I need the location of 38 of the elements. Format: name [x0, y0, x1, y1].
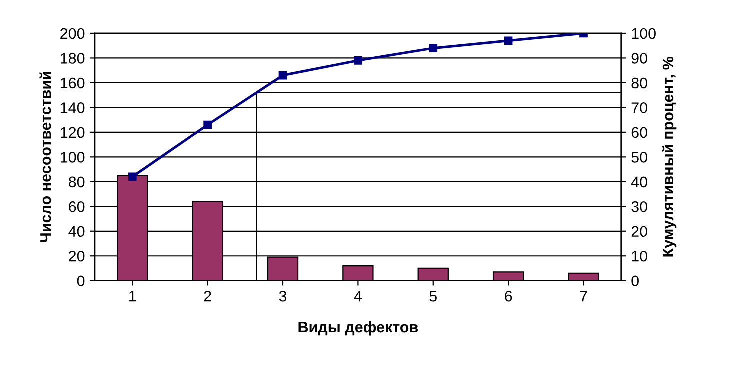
y2-tick-label: 100 [632, 28, 656, 40]
y-tick-label: 60 [69, 202, 85, 212]
y2-tick-label: 60 [632, 127, 648, 138]
y-axis-title: Число несоответствий [40, 72, 52, 243]
x-tick-label: 5 [430, 291, 437, 302]
point [204, 120, 212, 130]
point [429, 44, 438, 52]
y-tick-label: 20 [69, 250, 85, 262]
point [504, 36, 513, 46]
x-axis-title: Виды дефектов [298, 321, 418, 336]
y-tick-label: 0 [77, 276, 85, 287]
y2-tick-label: 10 [632, 250, 648, 262]
y-tick-label: 40 [68, 226, 85, 238]
y2-axis-title: Кумулятивный процент, % [662, 56, 677, 257]
y-tick-label: 140 [60, 102, 85, 114]
x-tick-label: 2 [204, 290, 212, 302]
x-tick-label: 3 [279, 290, 287, 302]
y2-tick-label: 0 [632, 276, 639, 287]
x-tick-label: 6 [505, 290, 512, 302]
y2-tick-label: 70 [632, 102, 648, 114]
y-tick-label: 180 [60, 53, 85, 64]
point [128, 172, 137, 182]
y2-tick-label: 40 [631, 176, 648, 188]
x-tick-label: 7 [580, 291, 588, 302]
y-tick-label: 120 [60, 127, 85, 138]
y-tick-label: 100 [60, 152, 85, 163]
y2-tick-label: 80 [632, 78, 648, 89]
y-tick-label: 80 [68, 176, 85, 188]
point [354, 56, 362, 65]
x-tick-label: 4 [354, 291, 362, 302]
y2-tick-label: 50 [632, 152, 648, 163]
y2-tick-label: 20 [632, 226, 648, 238]
point [278, 71, 288, 80]
y-tick-label: 160 [60, 78, 85, 89]
y2-tick-label: 30 [632, 202, 648, 212]
y-tick-label: 200 [60, 28, 85, 40]
y2-tick-label: 90 [632, 53, 648, 64]
x-tick-label: 1 [130, 291, 136, 302]
